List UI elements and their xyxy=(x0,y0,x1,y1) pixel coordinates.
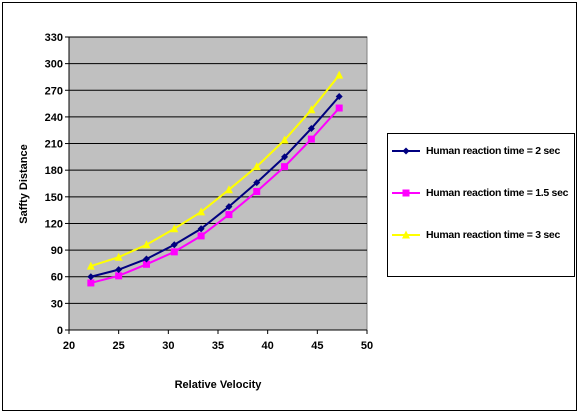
y-tick-label: 60 xyxy=(51,272,63,284)
data-point xyxy=(335,92,343,100)
y-tick-label: 330 xyxy=(45,32,63,44)
data-point xyxy=(253,187,261,195)
y-tick-label: 150 xyxy=(45,192,63,204)
data-point xyxy=(142,260,150,268)
series-line xyxy=(90,74,340,268)
data-point xyxy=(281,153,289,161)
data-point xyxy=(307,124,315,132)
legend-marker xyxy=(402,147,410,155)
x-tick-label: 50 xyxy=(361,340,373,352)
x-tick-label: 40 xyxy=(262,340,274,352)
legend-label: Human reaction time = 3 sec xyxy=(426,229,560,241)
data-point xyxy=(115,272,123,280)
y-tick-label: 180 xyxy=(45,165,63,177)
data-point xyxy=(86,261,95,270)
series-line xyxy=(90,107,340,284)
data-point xyxy=(87,273,95,281)
data-point xyxy=(197,225,205,233)
legend-swatch xyxy=(392,230,420,239)
x-tick-label: 20 xyxy=(63,340,75,352)
data-point xyxy=(335,104,343,112)
data-point xyxy=(114,252,123,261)
data-point xyxy=(142,255,150,263)
y-tick-label: 0 xyxy=(57,325,63,337)
x-axis-title: Relative Velocity xyxy=(175,379,263,391)
axes: 0 30 60 90 120 150 180 210 240 270 300 330 20 25 30 35 4… xyxy=(45,32,373,352)
y-tick-label: 210 xyxy=(45,139,63,151)
data-point xyxy=(281,163,289,171)
plot-area xyxy=(68,36,368,331)
legend-label: Human reaction time = 1.5 sec xyxy=(426,187,569,199)
y-tick-label: 300 xyxy=(45,59,63,71)
x-tick-label: 30 xyxy=(162,340,174,352)
data-point xyxy=(225,211,233,219)
data-point xyxy=(87,279,95,287)
legend-swatch xyxy=(392,147,420,155)
data-point xyxy=(280,135,289,144)
legend-marker xyxy=(402,230,410,239)
series-group xyxy=(86,70,344,287)
data-point xyxy=(197,232,205,240)
data-point xyxy=(252,162,261,171)
line-chart: 0 30 60 90 120 150 180 210 240 270 300 330 20 25 30 35 4… xyxy=(18,32,373,391)
y-tick-label: 90 xyxy=(51,245,63,257)
x-tick-label: 35 xyxy=(212,340,224,352)
legend-label: Human reaction time = 2 sec xyxy=(426,145,560,157)
data-point xyxy=(170,241,178,249)
y-tick-label: 240 xyxy=(45,112,63,124)
data-point xyxy=(224,185,233,194)
data-point xyxy=(225,203,233,211)
data-point xyxy=(142,240,151,249)
legend-marker xyxy=(402,189,410,197)
y-tick-label: 30 xyxy=(51,298,63,310)
data-point xyxy=(197,207,206,216)
y-tick-label: 270 xyxy=(45,85,63,97)
series-line xyxy=(90,95,340,278)
data-point xyxy=(335,70,344,79)
chart-frame: 0 30 60 90 120 150 180 210 240 270 300 330 20 25 30 35 4… xyxy=(2,2,577,411)
data-point xyxy=(307,135,315,143)
legend: Human reaction time = 2 sec Human reactio… xyxy=(387,133,575,277)
data-point xyxy=(253,179,261,187)
data-point xyxy=(170,224,179,233)
data-point xyxy=(307,105,316,114)
legend-swatch xyxy=(392,189,420,197)
data-point xyxy=(115,266,123,274)
data-point xyxy=(170,248,178,256)
y-tick-label: 120 xyxy=(45,218,63,230)
y-axis-title: Saffty Distance xyxy=(18,144,30,223)
x-tick-label: 25 xyxy=(113,340,125,352)
x-tick-label: 45 xyxy=(311,340,323,352)
